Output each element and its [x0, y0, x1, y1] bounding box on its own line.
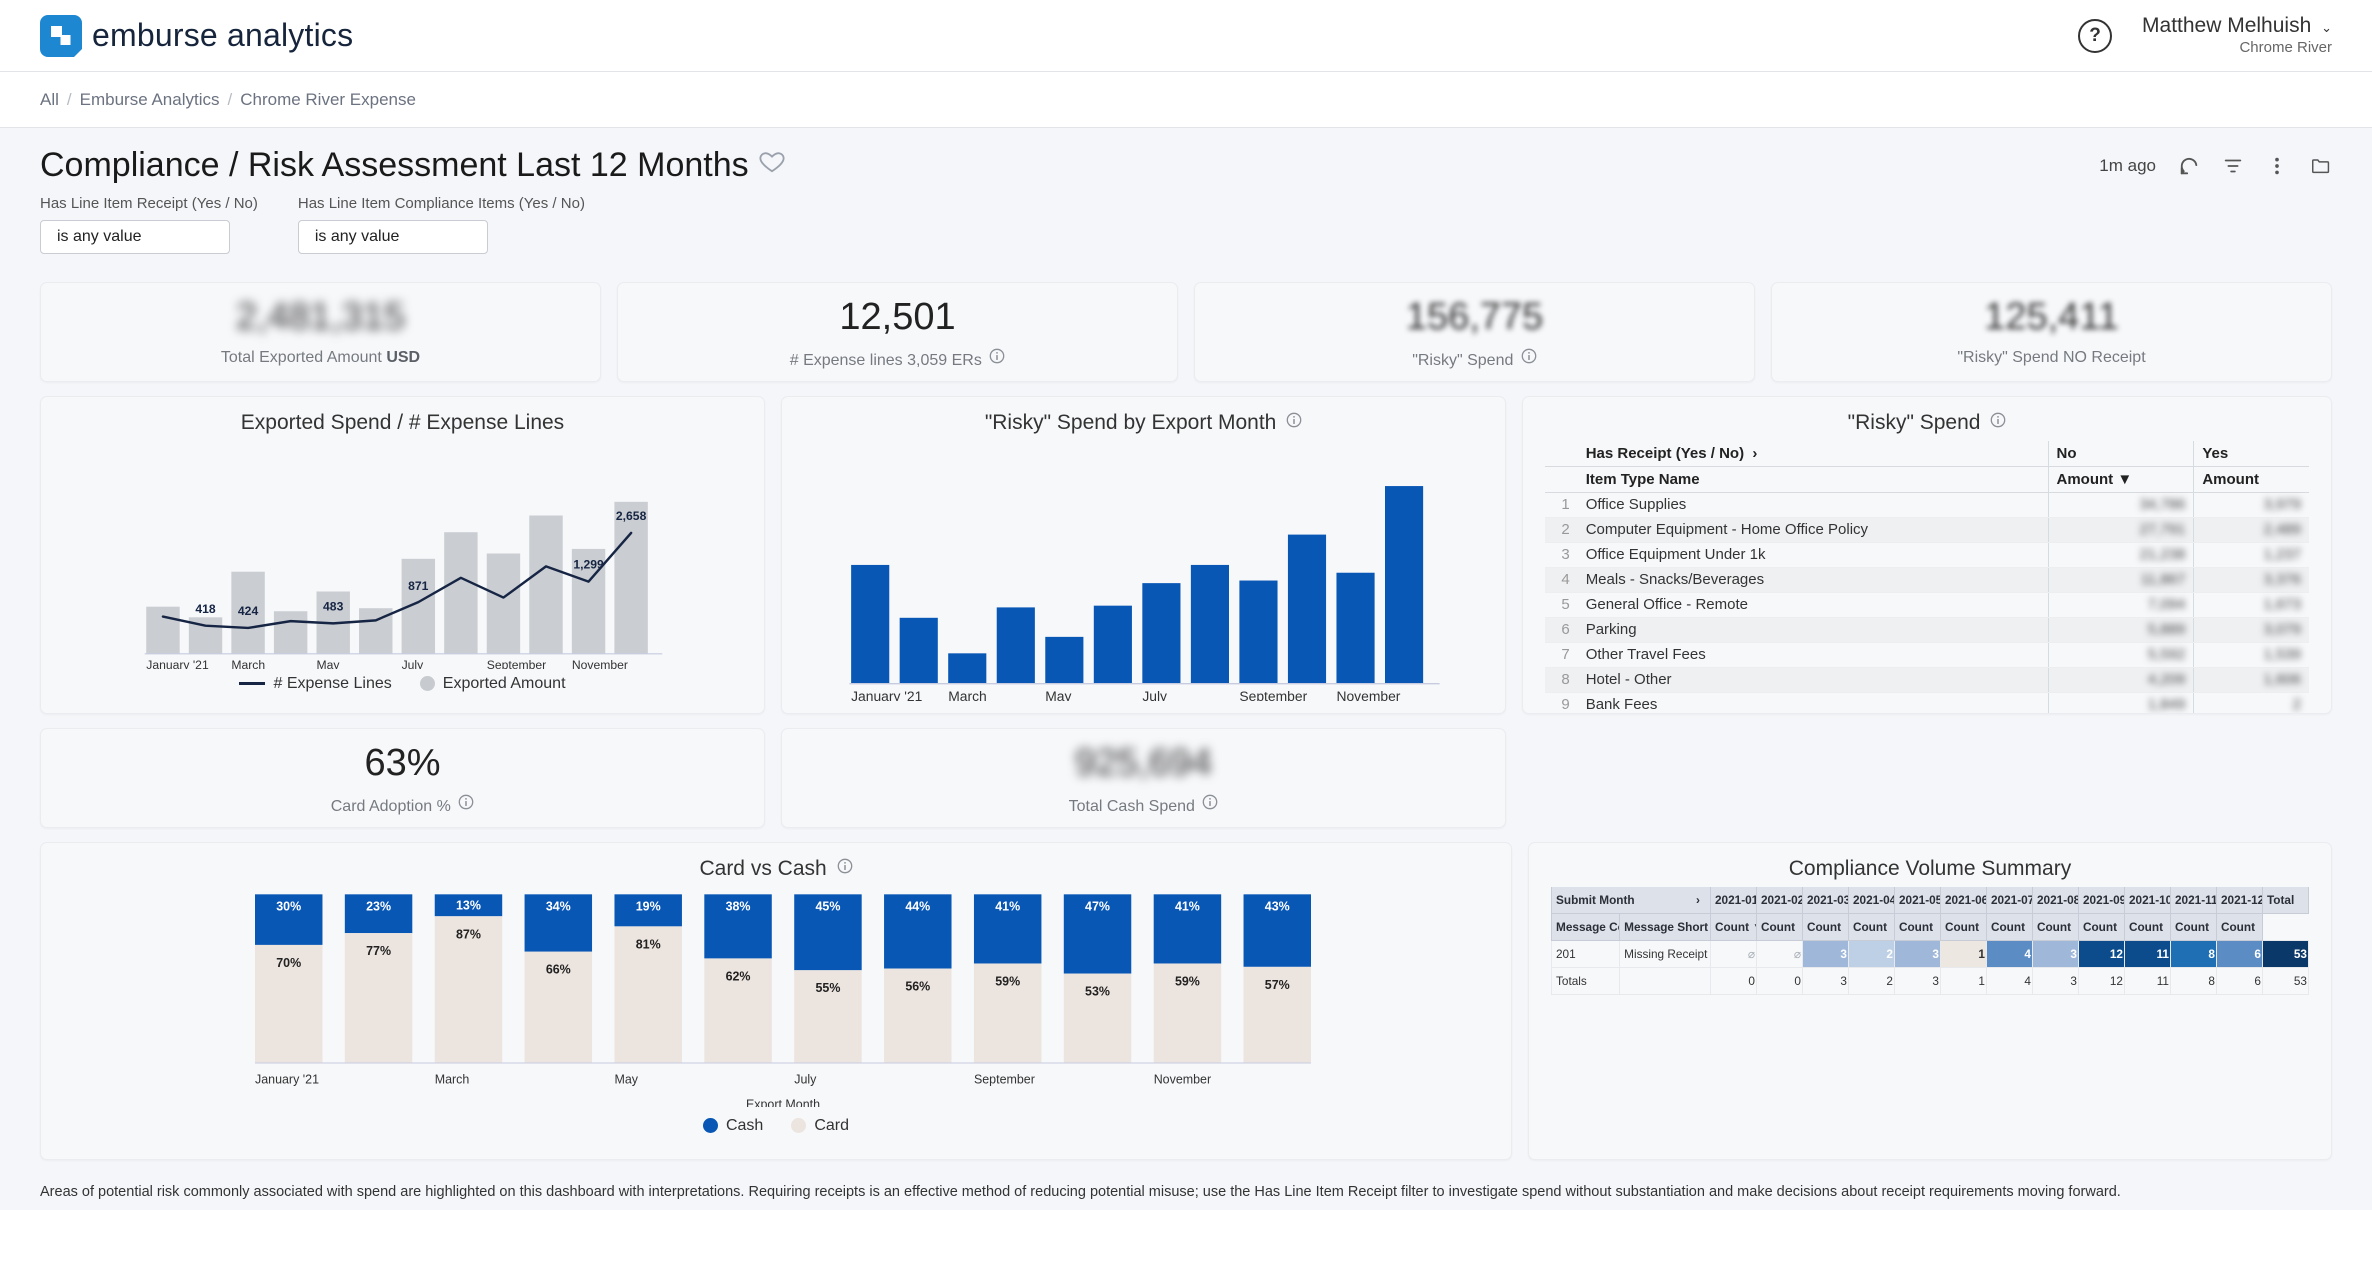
svg-text:41%: 41%: [995, 899, 1020, 913]
svg-text:January '21: January '21: [255, 1072, 319, 1086]
svg-text:September: September: [1239, 688, 1307, 701]
svg-text:November: November: [572, 658, 628, 669]
svg-text:45%: 45%: [815, 899, 840, 913]
svg-text:53%: 53%: [1085, 984, 1110, 998]
svg-text:70%: 70%: [276, 956, 301, 970]
svg-text:55%: 55%: [815, 981, 840, 995]
svg-text:January '21: January '21: [146, 658, 209, 669]
svg-text:19%: 19%: [636, 899, 661, 913]
svg-text:July: July: [402, 658, 425, 669]
svg-text:March: March: [435, 1072, 470, 1086]
svg-text:483: 483: [323, 599, 344, 613]
svg-text:47%: 47%: [1085, 899, 1110, 913]
svg-text:March: March: [948, 688, 987, 701]
svg-text:44%: 44%: [905, 899, 930, 913]
svg-text:September: September: [487, 658, 546, 669]
svg-text:57%: 57%: [1265, 977, 1290, 991]
svg-text:July: July: [794, 1072, 817, 1086]
svg-text:July: July: [1142, 688, 1167, 701]
svg-text:May: May: [1045, 688, 1071, 701]
svg-text:418: 418: [195, 602, 216, 616]
svg-text:62%: 62%: [726, 969, 751, 983]
svg-text:87%: 87%: [456, 927, 481, 941]
svg-text:30%: 30%: [276, 899, 301, 913]
svg-text:77%: 77%: [366, 944, 391, 958]
svg-text:May: May: [614, 1072, 638, 1086]
svg-text:November: November: [1154, 1072, 1211, 1086]
svg-text:23%: 23%: [366, 899, 391, 913]
svg-text:November: November: [1336, 688, 1400, 701]
svg-text:Export Month: Export Month: [746, 1097, 820, 1107]
svg-text:43%: 43%: [1265, 899, 1290, 913]
svg-text:81%: 81%: [636, 937, 661, 951]
svg-text:September: September: [974, 1072, 1035, 1086]
svg-text:424: 424: [238, 604, 259, 618]
svg-text:66%: 66%: [546, 962, 571, 976]
svg-text:38%: 38%: [726, 899, 751, 913]
svg-text:34%: 34%: [546, 899, 571, 913]
svg-text:13%: 13%: [456, 898, 481, 912]
svg-text:2,658: 2,658: [616, 509, 647, 523]
svg-text:59%: 59%: [1175, 974, 1200, 988]
svg-text:56%: 56%: [905, 979, 930, 993]
svg-text:March: March: [231, 658, 265, 669]
svg-text:May: May: [316, 658, 340, 669]
svg-text:59%: 59%: [995, 974, 1020, 988]
svg-text:1,299: 1,299: [573, 557, 604, 571]
svg-text:871: 871: [408, 579, 429, 593]
svg-text:41%: 41%: [1175, 899, 1200, 913]
svg-text:January '21: January '21: [851, 688, 923, 701]
